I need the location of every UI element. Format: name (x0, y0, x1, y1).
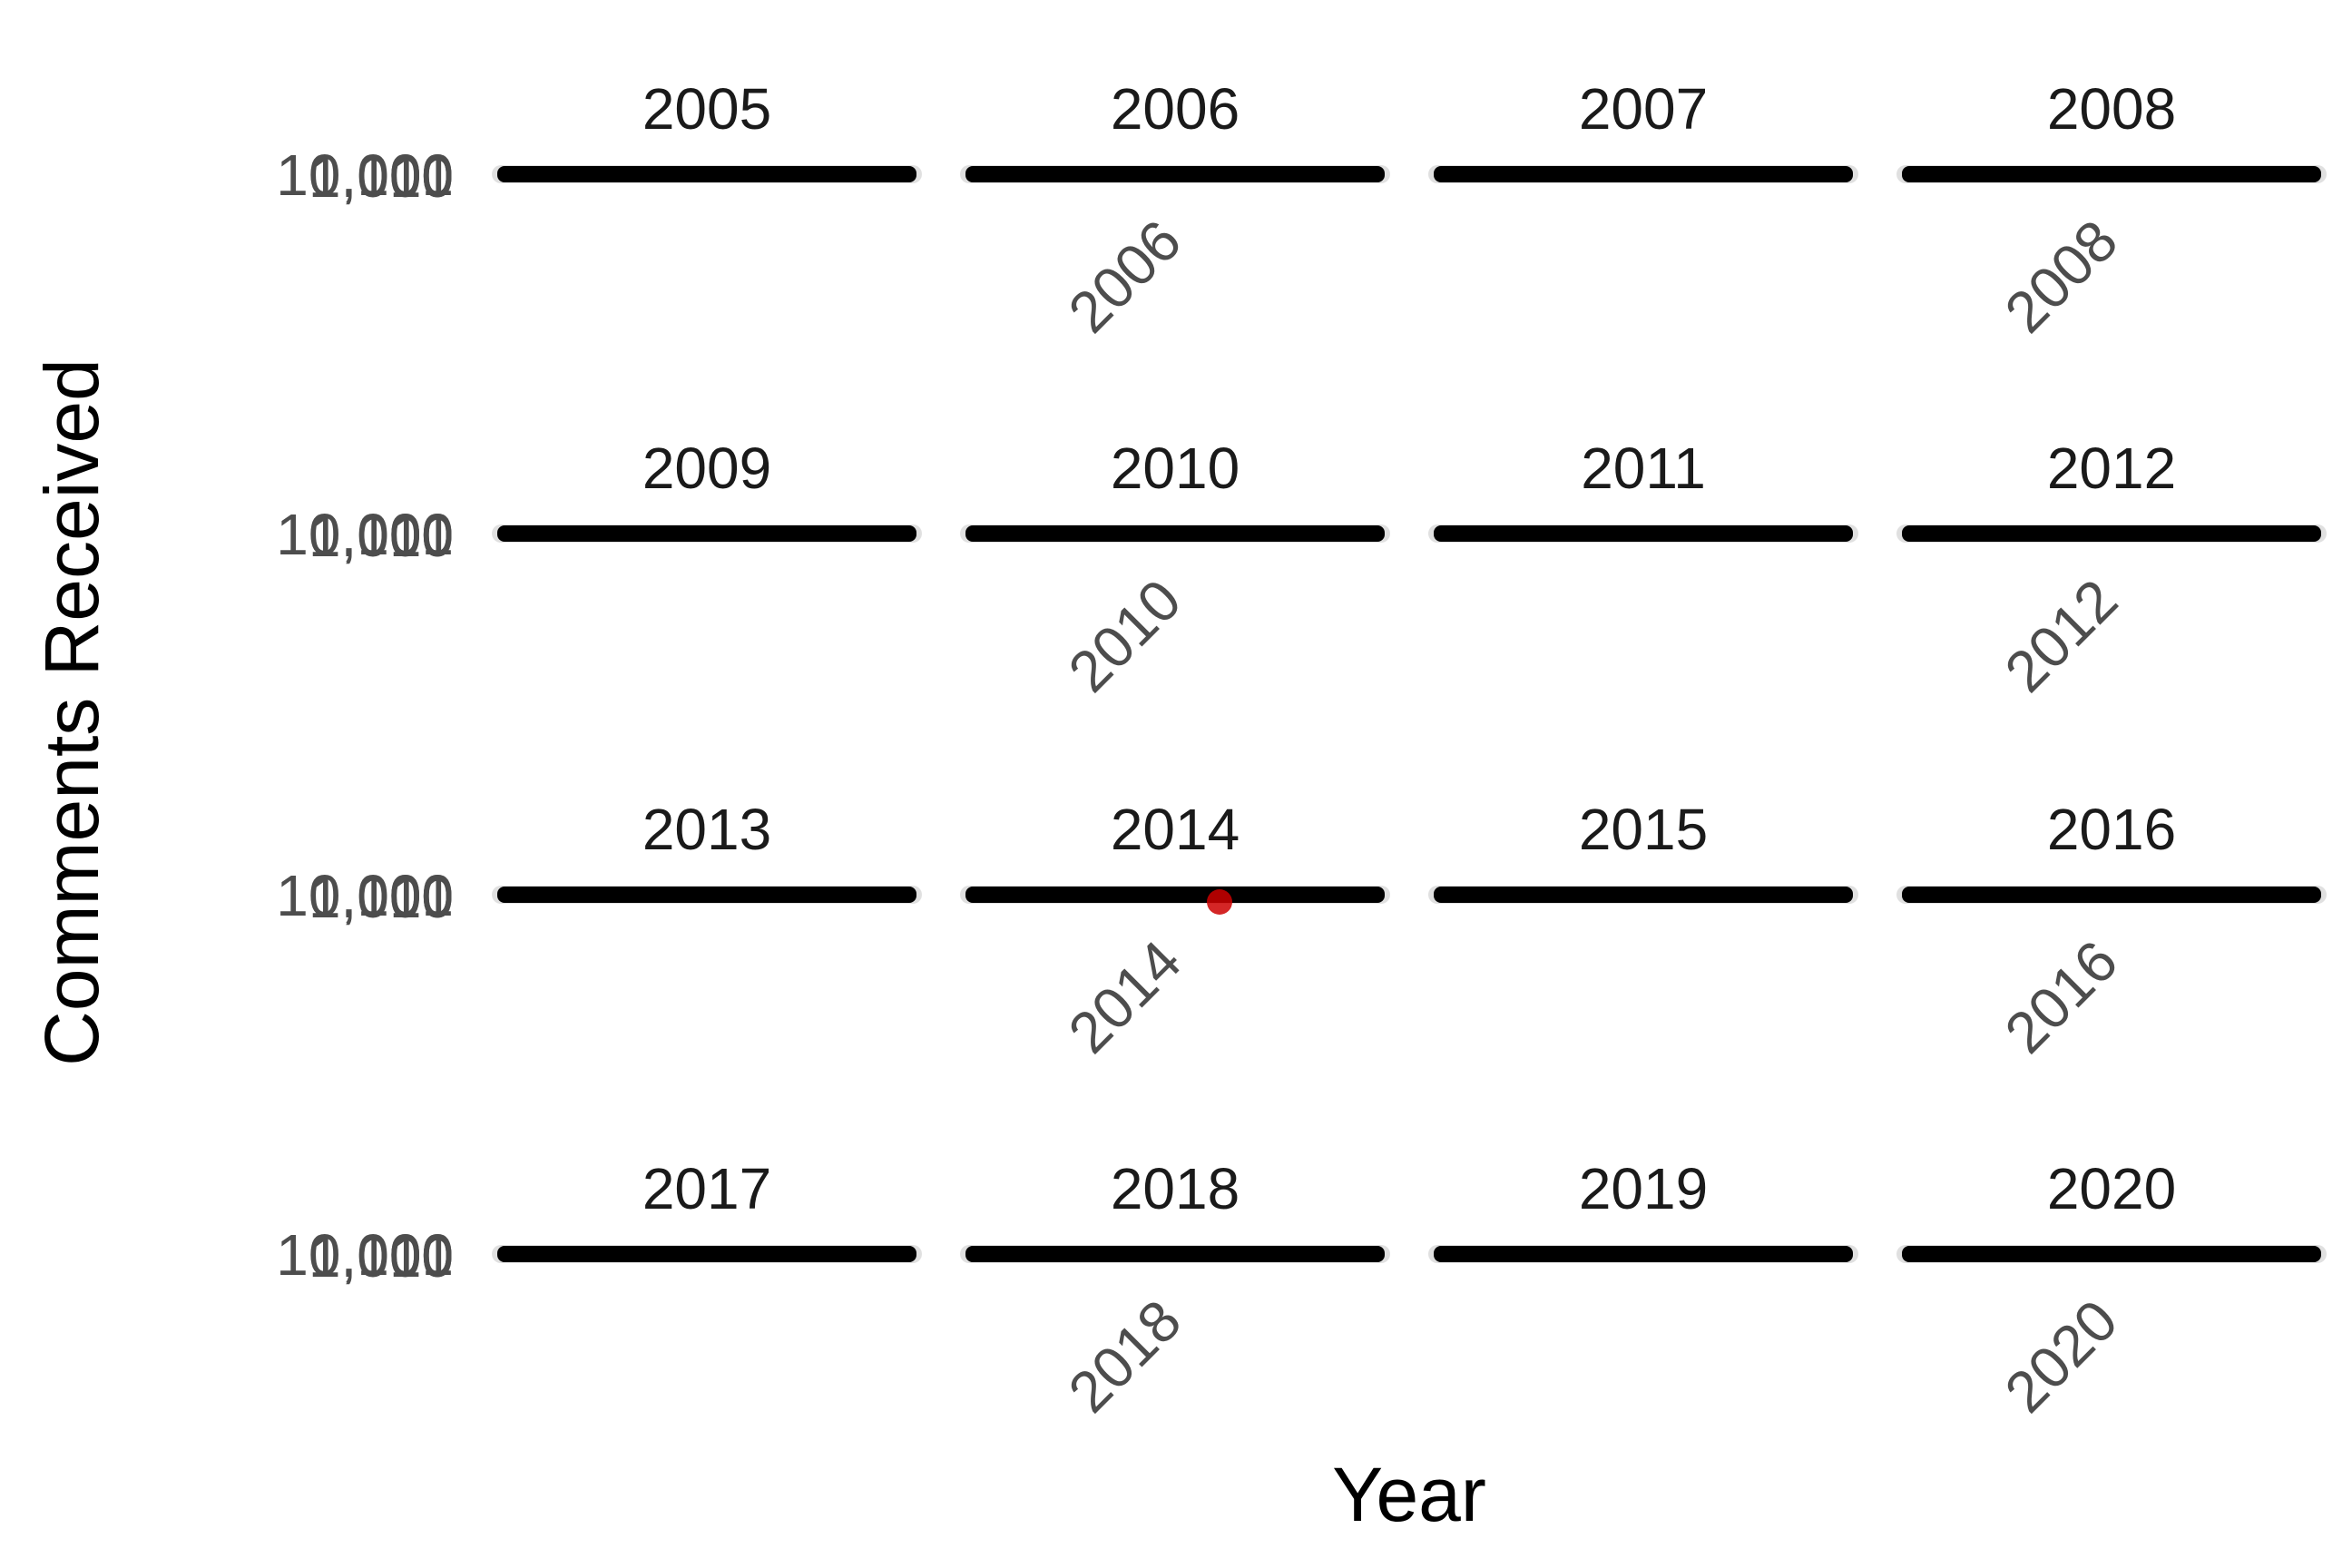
x-tick-label: 2006 (1056, 208, 1194, 346)
facet-strip-label: 2013 (642, 797, 771, 862)
facet-panel: 2008 2008 (1896, 76, 2327, 345)
facet-strip-label: 2011 (1581, 436, 1706, 501)
y-tick-label: 10 (389, 1224, 454, 1289)
y-tick-label: 10 (389, 504, 454, 569)
facet-strip-label: 2012 (2047, 436, 2176, 501)
y-tick-label: 1 (421, 502, 454, 567)
x-axis-title: Year (1332, 1452, 1486, 1537)
y-tick-label: 1,000 (309, 865, 454, 930)
facet-strip-label: 2017 (642, 1156, 771, 1221)
facet-panel: 2020 2020 (1896, 1156, 2327, 1425)
y-tick-label: 1 (421, 142, 454, 208)
y-tick-label: 100 (357, 863, 454, 928)
facet-strip-label: 2015 (1579, 797, 1708, 862)
point-cloud (497, 525, 916, 542)
y-tick-label: 1,000 (309, 144, 454, 210)
facet-strip-label: 2020 (2047, 1156, 2176, 1221)
point-cloud (1902, 887, 2321, 903)
x-tick-label: 2016 (1993, 928, 2131, 1066)
y-tick-label: 10 (389, 865, 454, 930)
point-cloud (497, 166, 916, 182)
point-cloud (1902, 166, 2321, 182)
y-tick-label: 10,000 (276, 1222, 454, 1288)
point-cloud (1434, 525, 1853, 542)
y-tick-label: 1,000 (309, 1224, 454, 1289)
highlight-point (1207, 889, 1232, 915)
x-tick-label: 2014 (1056, 928, 1194, 1066)
y-tick-label: 100 (357, 142, 454, 208)
x-tick-label: 2018 (1056, 1288, 1194, 1426)
facet-strip-label: 2009 (642, 436, 771, 501)
point-cloud (1434, 166, 1853, 182)
facet-strip-label: 2005 (642, 76, 771, 142)
y-tick-label: 10 (389, 144, 454, 210)
point-cloud (497, 1246, 916, 1262)
facet-panel: 2016 2016 (1896, 797, 2327, 1065)
facet-panel: 2018 2018 (960, 1156, 1390, 1425)
facet-strip-label: 2007 (1579, 76, 1708, 142)
facet-panel: 2012 2012 (1896, 436, 2327, 704)
y-tick-label: 100 (357, 1222, 454, 1288)
point-cloud (497, 887, 916, 903)
facet-strip-label: 2008 (2047, 76, 2176, 142)
x-tick-label: 2008 (1993, 208, 2131, 346)
y-axis-title: Comments Received (29, 358, 114, 1066)
x-tick-label: 2020 (1993, 1288, 2131, 1426)
facet-strip-label: 2019 (1579, 1156, 1708, 1221)
y-tick-label: 1 (421, 1222, 454, 1288)
facet-strip-label: 2014 (1111, 797, 1240, 862)
point-cloud (965, 166, 1385, 182)
point-cloud (1434, 887, 1853, 903)
y-tick-label: 10,000 (276, 502, 454, 567)
y-tick-label: 10,000 (276, 142, 454, 208)
facet-panel: 2006 2006 (960, 76, 1390, 345)
facet-strip-label: 2018 (1111, 1156, 1240, 1221)
point-cloud (965, 525, 1385, 542)
point-cloud (1434, 1246, 1853, 1262)
x-tick-label: 2010 (1056, 567, 1194, 705)
facet-panel: 2010 2010 (960, 436, 1390, 704)
point-cloud (1902, 1246, 2321, 1262)
point-cloud (1902, 525, 2321, 542)
facet-strip-label: 2010 (1111, 436, 1240, 501)
facet-panel: 2019 (1428, 1156, 1858, 1263)
point-cloud (965, 887, 1385, 903)
facet-panel: 2007 (1428, 76, 1858, 183)
facet-panel: 2011 (1428, 436, 1858, 543)
y-tick-label: 1 (421, 863, 454, 928)
facet-strip-label: 2006 (1111, 76, 1240, 142)
facet-panel: 2015 (1428, 797, 1858, 904)
x-tick-label: 2012 (1993, 567, 2131, 705)
y-tick-label: 10,000 (276, 863, 454, 928)
facet-panel: 2014 2014 (960, 797, 1390, 1065)
facet-strip-label: 2016 (2047, 797, 2176, 862)
y-tick-label: 1,000 (309, 504, 454, 569)
point-cloud (965, 1246, 1385, 1262)
y-tick-label: 100 (357, 502, 454, 567)
